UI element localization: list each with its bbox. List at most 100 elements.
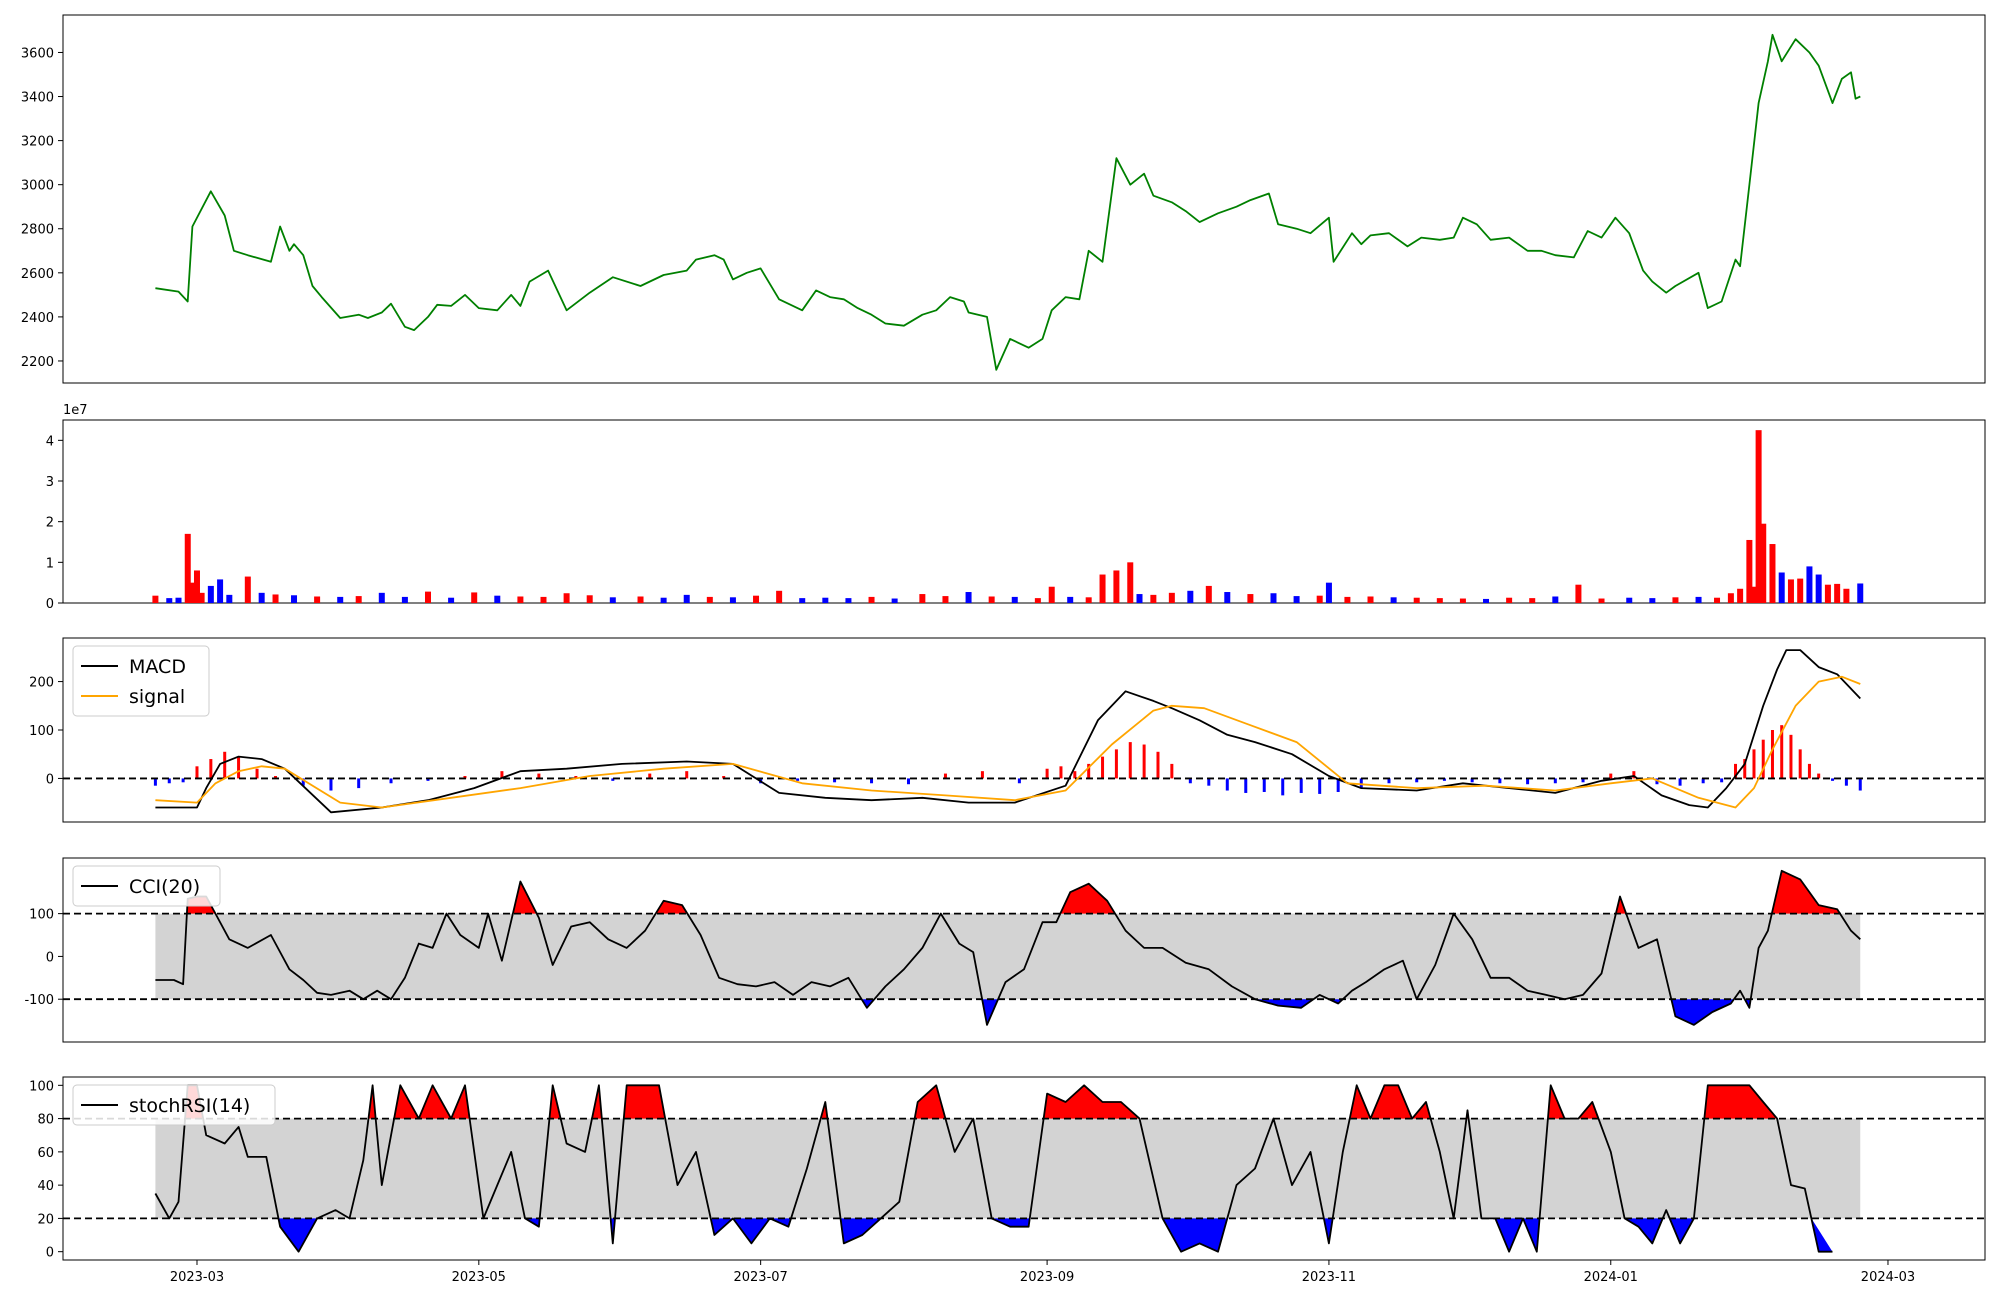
macd-histogram-bar [1701,778,1705,784]
macd-histogram-bar [833,778,837,783]
volume-bar [1755,430,1762,603]
price-line [155,33,1861,371]
volume-y-tick-label: 2 [46,516,54,531]
cci-y-tick-label: -100 [24,993,54,1008]
macd-histogram-bar [1442,778,1446,781]
macd-histogram-bar [237,756,241,779]
macd-histogram-bar [685,771,689,779]
volume-bar [244,576,251,603]
volume-bar [1325,582,1332,603]
volume-y-tick-label: 0 [46,597,54,612]
volume-bar [683,594,690,603]
volume-bar [637,596,644,603]
macd-histogram-bar [1798,749,1802,779]
cci-overbought-fill [1771,870,1840,914]
macd-histogram-bar [1632,771,1636,779]
volume-bar [291,595,298,603]
stochrsi-y-tick-label: 60 [37,1146,54,1161]
cci-y-tick-label: 100 [29,908,54,923]
volume-bar [1506,597,1513,603]
macd-histogram-bar [1142,744,1146,779]
macd-histogram-bar [537,773,541,779]
volume-bar [753,595,760,603]
x-tick-label: 2024-01 [1584,1270,1638,1285]
macd-histogram-bar [1780,725,1784,779]
macd-legend-label: signal [129,686,185,708]
volume-bar [942,596,949,603]
volume-y-tick-label: 3 [46,475,54,490]
stochrsi-y-tick-label: 40 [37,1179,54,1194]
stochrsi-overbought-fill [1349,1085,1371,1119]
volume-bar [868,596,875,603]
macd-histogram-bar [1770,730,1774,779]
macd-histogram-bar [274,776,278,779]
volume-bar [1270,593,1277,603]
stochrsi-oversold-fill [732,1218,770,1244]
macd-histogram-bar [1831,778,1835,781]
volume-bar [1113,570,1120,603]
stochrsi-y-tick-label: 0 [46,1246,54,1261]
volume-bar [1843,588,1850,603]
macd-histogram-bar [1299,778,1303,793]
cci-y-tick-label: 0 [46,950,54,965]
stochrsi-frame [62,1076,1986,1261]
volume-bar [1598,598,1605,603]
price-y-tick-label: 2400 [21,311,54,326]
volume-bar [337,596,344,603]
cci-oversold-fill [1671,999,1734,1025]
volume-bar [1737,588,1744,603]
macd-histogram-bar [1720,778,1724,783]
macd-histogram-bar [255,768,259,779]
volume-bar [1760,523,1767,603]
volume-bar [1750,586,1757,603]
macd-histogram-bar [1817,773,1821,779]
volume-bar [586,595,593,603]
stochrsi-overbought-fill [418,1085,452,1119]
macd-histogram-bar [1170,763,1174,779]
macd-histogram-bar [611,778,615,781]
macd-y-tick-label: 100 [29,724,54,739]
stochrsi-legend [72,1084,276,1126]
volume-bar [1778,572,1785,603]
volume-y-tick-label: 1 [46,556,54,571]
macd-histogram-bar [357,778,361,789]
volume-bar [563,593,570,603]
price-frame [62,14,1986,384]
stochrsi-y-tick-label: 20 [37,1212,54,1227]
macd-histogram-bar [167,778,171,784]
macd-histogram-bar [1609,773,1613,779]
macd-histogram-bar [1114,749,1118,779]
volume-bar [184,533,191,603]
volume-bar [226,594,233,603]
volume-bar [845,598,852,603]
price-y-tick-label: 3000 [21,179,54,194]
volume-bar [1727,593,1734,603]
macd-histogram-bar [1752,749,1756,779]
volume-bar [1806,566,1813,603]
volume-bar [1293,596,1300,603]
cci-legend-label: CCI(20) [129,876,200,898]
volume-bar [1824,584,1831,603]
volume-bar [1034,598,1041,603]
volume-bar [1695,596,1702,603]
macd-histogram-bar [1581,778,1585,783]
volume-bar [1205,585,1212,603]
macd-histogram-bar [1359,778,1363,789]
macd-histogram-bar [1073,771,1077,779]
macd-histogram-bar [1101,756,1105,779]
volume-bar [314,596,321,603]
volume-bar [517,596,524,603]
volume-bar [965,592,972,603]
macd-histogram-bar [1045,768,1049,779]
cci-overbought-fill [1060,883,1116,914]
volume-bar [1746,539,1753,603]
stochrsi-overbought-fill [451,1085,470,1119]
macd-histogram-bar [870,778,874,784]
volume-bar [822,597,829,603]
volume-bar [1247,594,1254,603]
volume-bar [448,597,455,603]
cci-frame [62,857,1986,1043]
macd-legend-label: MACD [129,656,186,678]
price-y-tick-label: 3400 [21,91,54,106]
